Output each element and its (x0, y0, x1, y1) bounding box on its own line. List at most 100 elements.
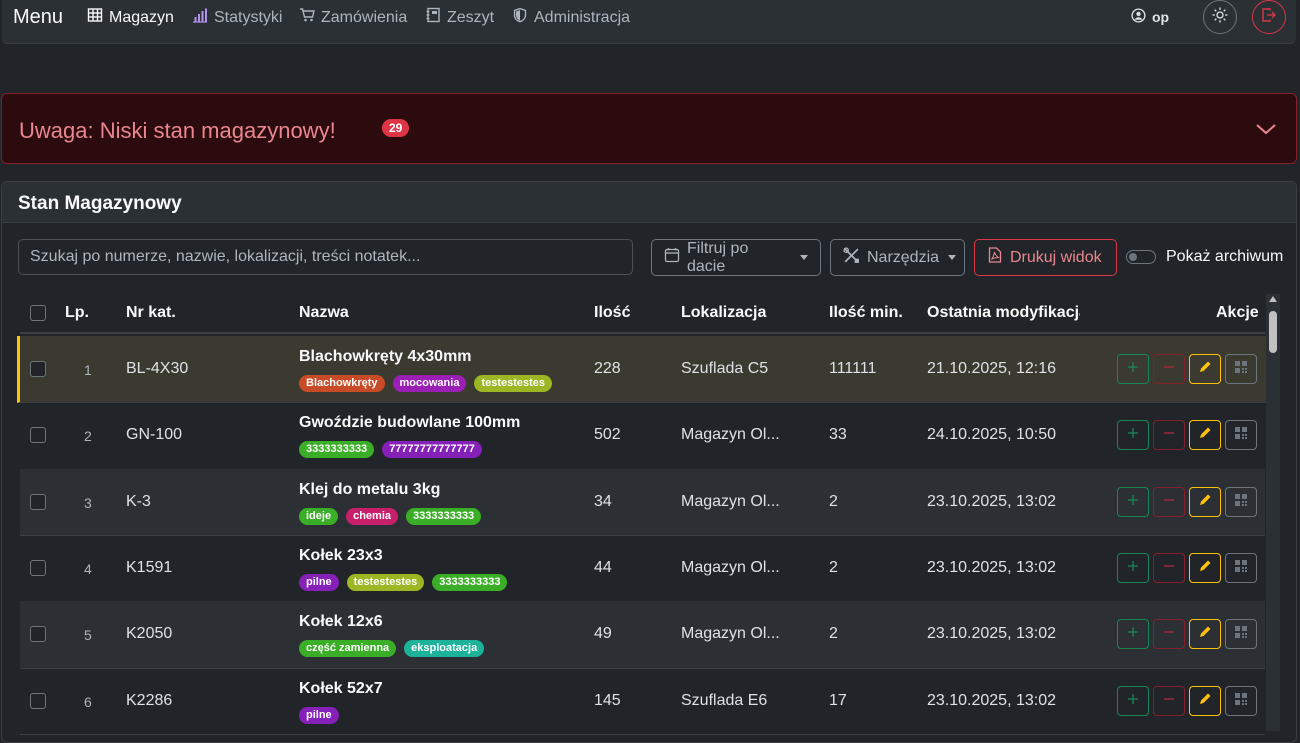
archive-toggle-knob (1129, 253, 1137, 261)
decrease-quantity-button[interactable] (1153, 619, 1185, 649)
row-checkbox[interactable] (30, 560, 46, 576)
print-view-button[interactable]: Drukuj widok (974, 239, 1117, 276)
nav-item-statystyki[interactable]: Statystyki (192, 7, 282, 28)
decrease-quantity-button[interactable] (1153, 553, 1185, 583)
row-min-quantity: 17 (829, 692, 847, 709)
tag-badge[interactable]: ideje (299, 508, 339, 525)
row-checkbox[interactable] (30, 494, 46, 510)
tag-badge[interactable]: chemia (346, 508, 398, 525)
col-header-nr[interactable]: Nr kat. (126, 304, 176, 321)
minus-icon (1163, 493, 1175, 511)
select-all-checkbox[interactable] (30, 305, 46, 321)
brand-menu[interactable]: Menu (13, 6, 64, 28)
low-stock-alert[interactable]: Uwaga: Niski stan magazynowy! (1, 93, 1297, 164)
nav-item-magazyn[interactable]: Magazyn (87, 7, 174, 28)
row-catalog-number: K-3 (126, 493, 151, 510)
theme-toggle-button[interactable] (1203, 0, 1237, 34)
qr-code-button[interactable] (1225, 420, 1257, 450)
tools-label: Narzędzia (867, 248, 940, 266)
tag-badge[interactable]: część zamienna (299, 640, 397, 657)
edit-item-button[interactable] (1189, 686, 1221, 716)
tag-badge[interactable]: 3333333333 (432, 574, 508, 591)
row-location: Magazyn Ol... (681, 426, 780, 443)
table-row[interactable] (20, 668, 1265, 735)
scroll-thumb[interactable] (1269, 311, 1277, 353)
date-filter-dropdown[interactable]: Filtruj po dacie (651, 239, 821, 276)
pencil-icon (1198, 493, 1212, 512)
col-header-min-qty[interactable]: Ilość min. (829, 304, 903, 321)
decrease-quantity-button[interactable] (1153, 686, 1185, 716)
increase-quantity-button[interactable] (1117, 487, 1149, 517)
row-lp: 4 (84, 561, 92, 577)
decrease-quantity-button[interactable] (1153, 487, 1185, 517)
edit-item-button[interactable] (1189, 619, 1221, 649)
table-row[interactable] (20, 469, 1265, 536)
increase-quantity-button[interactable] (1117, 420, 1149, 450)
minus-icon (1163, 559, 1175, 577)
row-quantity: 49 (594, 625, 612, 642)
col-header-location[interactable]: Lokalizacja (681, 304, 767, 321)
tag-badge[interactable]: testestestes (474, 375, 553, 392)
row-checkbox[interactable] (30, 427, 46, 443)
tag-badge[interactable]: 3333333333 (406, 508, 482, 525)
row-catalog-number: GN-100 (126, 426, 183, 443)
alert-count-badge: 29 (382, 119, 410, 137)
tag-badge[interactable]: pilne (299, 707, 339, 724)
user-menu[interactable]: op (1131, 8, 1169, 26)
pencil-icon (1198, 692, 1212, 711)
tag-badge[interactable]: eksploatacja (404, 640, 485, 657)
table-row[interactable] (20, 535, 1265, 602)
row-checkbox[interactable] (30, 626, 46, 642)
logout-button[interactable] (1252, 0, 1286, 34)
tag-badge[interactable]: pilne (299, 574, 339, 591)
increase-quantity-button[interactable] (1117, 686, 1149, 716)
col-header-modified[interactable]: Ostatnia modyfikacja (927, 304, 1080, 321)
qr-code-icon (1234, 493, 1248, 512)
qr-code-icon (1234, 360, 1248, 379)
increase-quantity-button[interactable] (1117, 619, 1149, 649)
tag-badge[interactable]: mocowania (392, 375, 467, 392)
table-row[interactable] (17, 336, 1268, 403)
nav-item-zamowienia[interactable]: Zamówienia (299, 7, 407, 28)
qr-code-button[interactable] (1225, 487, 1257, 517)
table-row[interactable] (20, 601, 1265, 669)
qr-code-button[interactable] (1225, 619, 1257, 649)
increase-quantity-button[interactable] (1117, 354, 1149, 384)
row-lp: 2 (84, 428, 92, 444)
table-scrollbar[interactable] (1266, 294, 1280, 731)
plus-icon (1127, 360, 1139, 378)
row-lp: 3 (84, 495, 92, 511)
qr-code-icon (1234, 625, 1248, 644)
tag-badge[interactable]: Blachowkręty (299, 375, 385, 392)
col-header-qty[interactable]: Ilość (594, 304, 631, 321)
edit-item-button[interactable] (1189, 354, 1221, 384)
col-header-name[interactable]: Nazwa (299, 304, 349, 321)
tag-badge[interactable]: 3333333333 (299, 441, 375, 458)
qr-code-button[interactable] (1225, 686, 1257, 716)
row-location: Magazyn Ol... (681, 559, 780, 576)
chevron-down-icon[interactable] (1254, 118, 1278, 140)
edit-item-button[interactable] (1189, 420, 1221, 450)
nav-item-administracja[interactable]: Administracja (512, 7, 630, 28)
increase-quantity-button[interactable] (1117, 553, 1149, 583)
tag-badge[interactable]: 77777777777777 (382, 441, 482, 458)
search-input[interactable] (18, 239, 633, 275)
tag-badge[interactable]: testestestes (346, 574, 425, 591)
edit-item-button[interactable] (1189, 487, 1221, 517)
tools-dropdown[interactable]: Narzędzia (830, 239, 965, 276)
archive-toggle[interactable] (1126, 250, 1156, 264)
col-header-lp[interactable]: Lp. (65, 304, 89, 321)
table-row[interactable] (20, 402, 1265, 470)
row-checkbox[interactable] (30, 693, 46, 709)
scroll-up-arrow[interactable] (1269, 296, 1277, 302)
decrease-quantity-button[interactable] (1153, 420, 1185, 450)
row-checkbox[interactable] (30, 361, 46, 377)
qr-code-icon (1234, 692, 1248, 711)
decrease-quantity-button[interactable] (1153, 354, 1185, 384)
qr-code-button[interactable] (1225, 553, 1257, 583)
pencil-icon (1198, 625, 1212, 644)
qr-code-button[interactable] (1225, 354, 1257, 384)
edit-item-button[interactable] (1189, 553, 1221, 583)
nav-item-zeszyt[interactable]: Zeszyt (425, 7, 494, 28)
pencil-icon (1198, 559, 1212, 578)
